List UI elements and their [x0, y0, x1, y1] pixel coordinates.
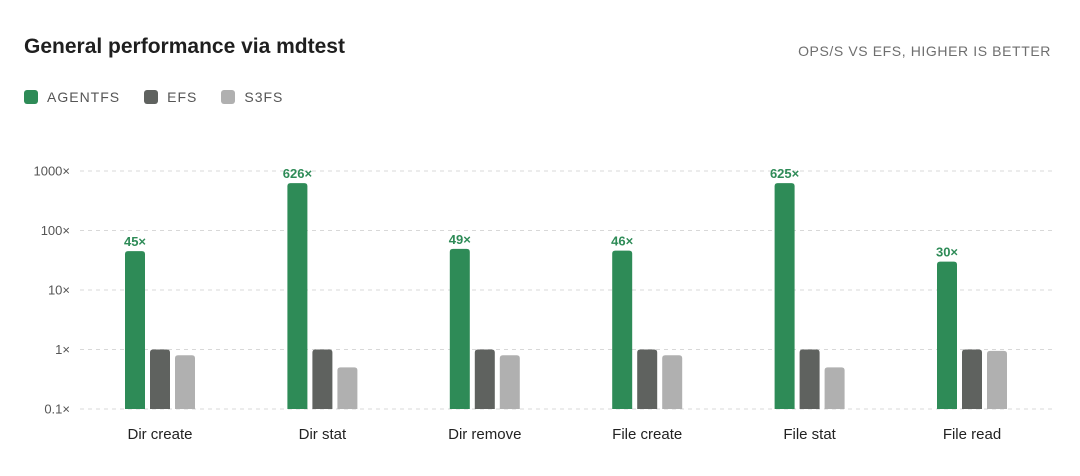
bar-agentfs	[125, 251, 145, 409]
bar-efs	[799, 349, 820, 409]
y-tick-label: 10×	[48, 283, 70, 298]
data-label: 46×	[611, 234, 633, 249]
legend-swatch-efs	[144, 90, 159, 104]
bar-s3fs	[337, 367, 358, 409]
chart-subtitle: OPS/S VS EFS, HIGHER IS BETTER	[798, 43, 1051, 59]
legend-label-efs: EFS	[167, 89, 198, 105]
x-category-label: Dir stat	[299, 426, 347, 443]
bar-efs	[312, 349, 333, 409]
y-tick-label: 1000×	[33, 164, 70, 179]
data-label: 49×	[449, 232, 471, 247]
legend-label-agentfs: AGENTFS	[47, 89, 121, 105]
x-category-label: File stat	[783, 426, 836, 443]
bar-efs	[150, 349, 170, 409]
bar-agentfs	[937, 261, 957, 409]
bar-agentfs	[449, 248, 470, 409]
y-tick-label: 100×	[41, 223, 70, 238]
legend-item-efs: EFS	[144, 89, 197, 105]
data-label: 626×	[283, 166, 313, 181]
legend: AGENTFS EFS S3FS	[24, 89, 283, 105]
bar-s3fs	[499, 355, 520, 409]
bar-s3fs	[175, 355, 195, 409]
bar-efs	[637, 349, 658, 409]
legend-swatch-agentfs	[24, 90, 38, 104]
legend-item-agentfs: AGENTFS	[24, 89, 120, 105]
bar-s3fs	[824, 367, 845, 409]
y-tick-label: 1×	[55, 342, 70, 357]
data-label: 30×	[936, 245, 958, 260]
legend-label-s3fs: S3FS	[244, 89, 284, 105]
x-category-label: Dir remove	[448, 426, 521, 443]
x-category-label: Dir create	[127, 426, 192, 443]
bar-agentfs	[287, 183, 308, 409]
y-tick-label: 0.1×	[44, 402, 70, 417]
legend-swatch-s3fs	[221, 90, 236, 104]
data-label: 625×	[770, 166, 800, 181]
bar-agentfs	[774, 183, 795, 409]
x-category-label: File read	[943, 426, 1001, 443]
data-label: 45×	[124, 234, 146, 249]
legend-item-s3fs: S3FS	[221, 89, 283, 105]
chart-title: General performance via mdtest	[24, 35, 345, 58]
bar-efs	[474, 349, 495, 409]
x-category-label: File create	[612, 426, 682, 443]
bar-s3fs	[987, 350, 1007, 409]
bar-agentfs	[612, 250, 633, 409]
bar-efs	[962, 349, 982, 409]
bar-s3fs	[662, 355, 683, 409]
